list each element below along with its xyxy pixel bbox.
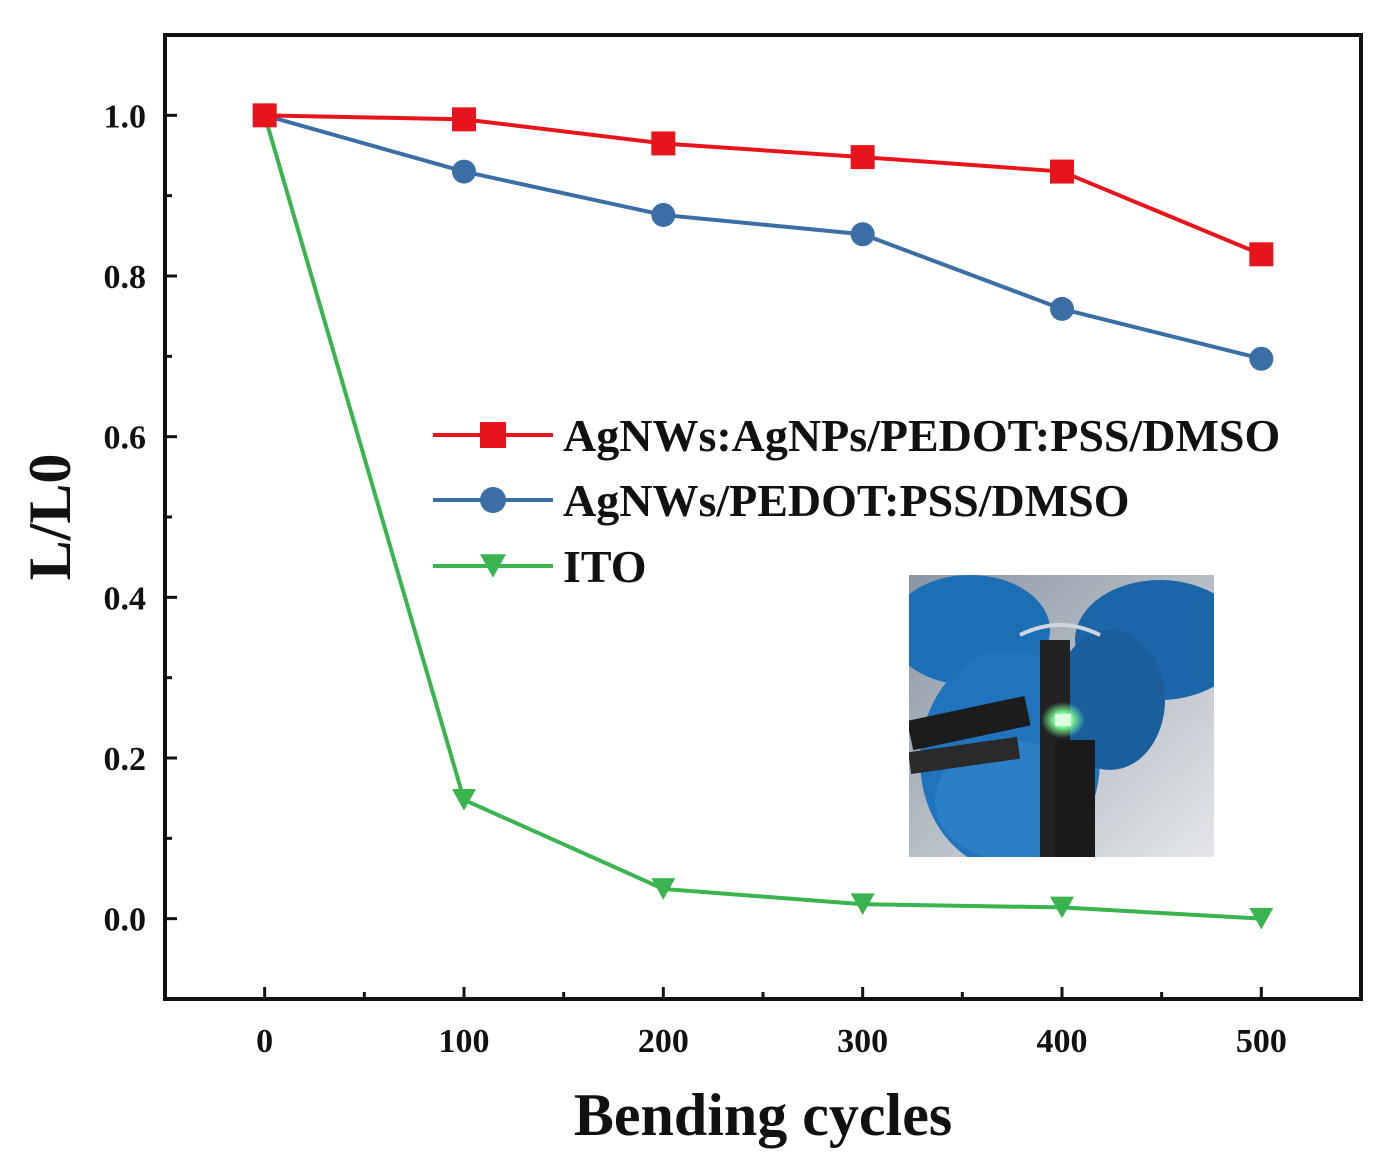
marker-square (850, 145, 875, 170)
marker-square (1249, 242, 1274, 267)
marker-triangle-down (452, 788, 476, 811)
marker-circle (452, 159, 476, 184)
y-tick-label: 0.8 (104, 259, 147, 296)
x-tick-label: 500 (1236, 1023, 1287, 1060)
marker-square (480, 422, 506, 448)
marker-square (1050, 159, 1074, 184)
legend-label: AgNWs:AgNPs/PEDOT:PSS/DMSO (563, 410, 1280, 461)
marker-square (651, 131, 676, 156)
y-tick-label: 0.6 (104, 420, 147, 457)
y-tick-labels: 0.0 0.2 0.4 0.6 0.8 1.0 (104, 98, 147, 938)
x-axis-title: Bending cycles (574, 1082, 952, 1148)
series-1 (252, 103, 1274, 371)
legend: AgNWs:AgNPs/PEDOT:PSS/DMSO AgNWs/PEDOT:PS… (433, 410, 1280, 592)
marker-triangle-down (1249, 907, 1274, 930)
y-tick-label: 0.2 (104, 741, 147, 778)
marker-triangle-down (480, 554, 506, 578)
legend-item: ITO (433, 541, 647, 592)
marker-square (252, 103, 277, 128)
x-tick-label: 400 (1037, 1023, 1088, 1060)
x-tick-labels: 0 100 200 300 400 500 (256, 1023, 1287, 1060)
marker-circle (1050, 296, 1074, 321)
marker-triangle-down (651, 878, 676, 900)
x-tick-label: 300 (837, 1023, 888, 1060)
series-2 (252, 104, 1274, 930)
series-0 (252, 103, 1274, 267)
legend-label: ITO (563, 541, 647, 592)
marker-square (452, 107, 476, 132)
legend-label: AgNWs/PEDOT:PSS/DMSO (563, 475, 1130, 526)
x-tick-label: 100 (439, 1023, 490, 1060)
marker-circle (480, 487, 506, 513)
y-axis-title: L/L0 (17, 454, 83, 581)
marker-circle (850, 222, 875, 247)
legend-item: AgNWs/PEDOT:PSS/DMSO (433, 475, 1130, 526)
inset-photo (909, 575, 1214, 857)
x-tick-label: 0 (256, 1023, 273, 1060)
y-tick-label: 0.4 (104, 580, 147, 617)
series-line (264, 113, 1263, 257)
axis-ticks (165, 113, 1263, 999)
series-line (262, 114, 1262, 921)
marker-triangle-down (1050, 896, 1074, 919)
series-line (264, 113, 1262, 361)
marker-circle (651, 202, 676, 227)
marker-triangle-down (850, 893, 875, 916)
legend-item: AgNWs:AgNPs/PEDOT:PSS/DMSO (433, 410, 1280, 461)
series-layer (252, 103, 1274, 930)
marker-circle (1249, 346, 1274, 371)
y-tick-label: 1.0 (104, 98, 147, 135)
y-tick-label: 0.0 (104, 902, 147, 939)
x-tick-label: 200 (638, 1023, 689, 1060)
